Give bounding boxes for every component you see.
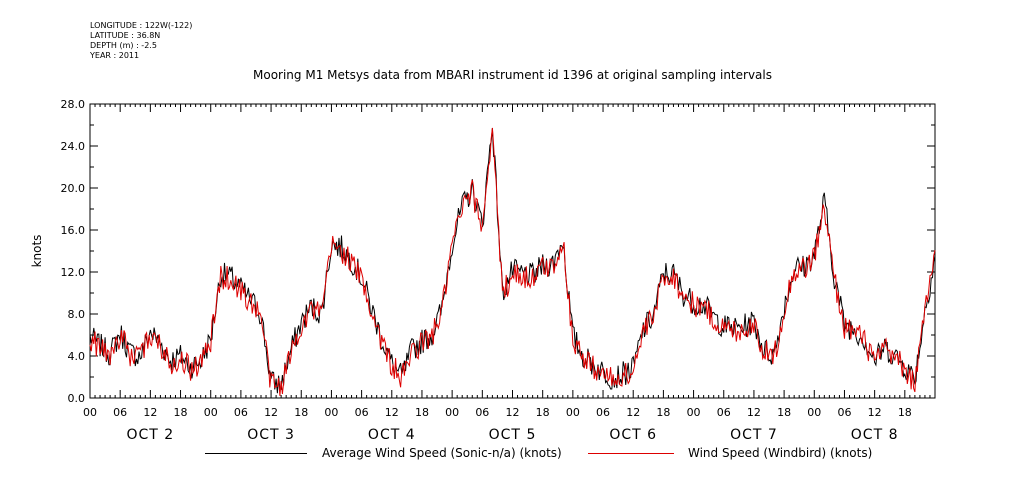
x-tick-label: 18 [656, 406, 670, 419]
y-tick-label: 4.0 [68, 350, 86, 363]
metadata-block: LONGITUDE : 122W(-122) LATITUDE : 36.8N … [90, 21, 192, 61]
y-tick-label: 20.0 [61, 182, 86, 195]
x-tick-label: 18 [415, 406, 429, 419]
legend-label-series-2: Wind Speed (Windbird) (knots) [688, 446, 873, 460]
x-tick-label: 00 [807, 406, 821, 419]
x-tick-label: 00 [204, 406, 218, 419]
legend-line-series-2 [588, 453, 674, 454]
chart-title: Mooring M1 Metsys data from MBARI instru… [253, 68, 772, 82]
x-tick-label: 12 [264, 406, 278, 419]
x-tick-label: 12 [868, 406, 882, 419]
x-tick-label: 06 [837, 406, 851, 419]
x-tick-label: 18 [174, 406, 188, 419]
x-tick-label: 00 [566, 406, 580, 419]
day-label: OCT 2 [126, 427, 174, 443]
x-tick-label: 00 [445, 406, 459, 419]
x-tick-label: 06 [113, 406, 127, 419]
y-tick-label: 16.0 [61, 224, 86, 237]
x-tick-label: 12 [747, 406, 761, 419]
x-tick-label: 06 [355, 406, 369, 419]
year-label: YEAR : 2011 [90, 51, 140, 60]
x-tick-label: 18 [777, 406, 791, 419]
latitude-label: LATITUDE : 36.8N [90, 31, 161, 40]
x-tick-label: 06 [475, 406, 489, 419]
x-tick-label: 00 [83, 406, 97, 419]
y-tick-label: 0.0 [68, 392, 86, 405]
y-axis-label: knots [30, 235, 44, 268]
y-tick-label: 28.0 [61, 98, 86, 111]
x-tick-label: 12 [385, 406, 399, 419]
x-tick-label: 06 [234, 406, 248, 419]
x-tick-label: 00 [687, 406, 701, 419]
x-tick-label: 18 [294, 406, 308, 419]
day-label: OCT 7 [730, 427, 778, 443]
depth-label: DEPTH (m) : -2.5 [90, 41, 157, 50]
y-tick-label: 24.0 [61, 140, 86, 153]
x-tick-label: 12 [506, 406, 520, 419]
y-tick-label: 8.0 [68, 308, 86, 321]
x-tick-label: 18 [536, 406, 550, 419]
x-tick-label: 18 [898, 406, 912, 419]
plot-frame [89, 103, 936, 399]
legend-label-series-1: Average Wind Speed (Sonic-n/a) (knots) [322, 446, 562, 460]
x-tick-label: 12 [626, 406, 640, 419]
longitude-label: LONGITUDE : 122W(-122) [90, 21, 193, 30]
day-label: OCT 4 [368, 427, 416, 443]
day-label: OCT 5 [489, 427, 537, 443]
legend-line-series-1 [205, 453, 307, 454]
series-line-2 [89, 127, 936, 396]
x-tick-label: 06 [596, 406, 610, 419]
x-tick-label: 00 [324, 406, 338, 419]
day-label: OCT 8 [851, 427, 899, 443]
day-label: OCT 3 [247, 427, 295, 443]
y-tick-label: 12.0 [61, 266, 86, 279]
day-label: OCT 6 [609, 427, 657, 443]
x-tick-label: 06 [717, 406, 731, 419]
x-tick-label: 12 [143, 406, 157, 419]
